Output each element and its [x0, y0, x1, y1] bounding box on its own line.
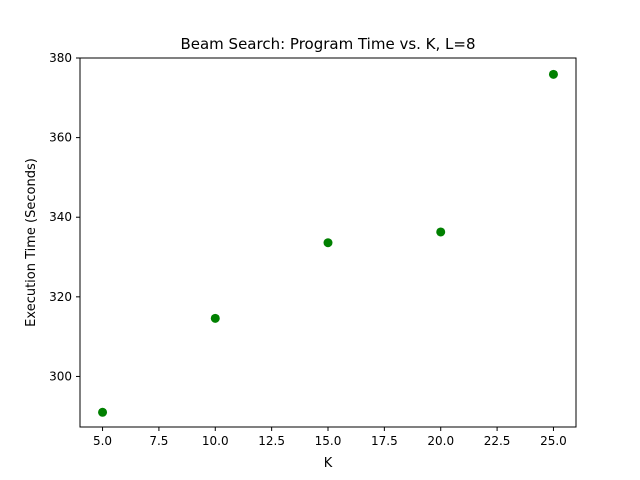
x-tick-label: 7.5 — [149, 434, 168, 448]
x-tick-label: 5.0 — [93, 434, 112, 448]
x-tick-label: 22.5 — [484, 434, 511, 448]
x-axis-ticks: 5.0 7.5 10.0 12.5 15.0 17.5 20.0 22.5 25.0 — [93, 427, 567, 448]
x-tick-label: 10.0 — [202, 434, 229, 448]
data-points — [98, 69, 558, 417]
y-tick-label: 380 — [49, 51, 72, 65]
data-point — [98, 407, 108, 417]
x-tick-label: 12.5 — [258, 434, 285, 448]
data-point — [323, 238, 333, 248]
x-tick-label: 20.0 — [427, 434, 454, 448]
y-tick-label: 360 — [49, 131, 72, 145]
x-tick-label: 15.0 — [315, 434, 342, 448]
data-point — [548, 69, 558, 79]
y-tick-label: 300 — [49, 369, 72, 383]
y-axis-ticks: 300 320 340 360 380 — [49, 51, 80, 383]
chart-title: Beam Search: Program Time vs. K, L=8 — [180, 35, 475, 53]
data-point — [436, 227, 446, 237]
x-tick-label: 17.5 — [371, 434, 398, 448]
y-axis-label: Execution Time (Seconds) — [24, 158, 39, 327]
x-axis-label: K — [324, 456, 333, 471]
y-tick-label: 320 — [49, 290, 72, 304]
y-tick-label: 340 — [49, 210, 72, 224]
plot-area: 5.0 7.5 10.0 12.5 15.0 17.5 20.0 22.5 25.0 300 32… — [49, 51, 577, 448]
x-tick-label: 25.0 — [540, 434, 567, 448]
data-point — [210, 313, 220, 323]
